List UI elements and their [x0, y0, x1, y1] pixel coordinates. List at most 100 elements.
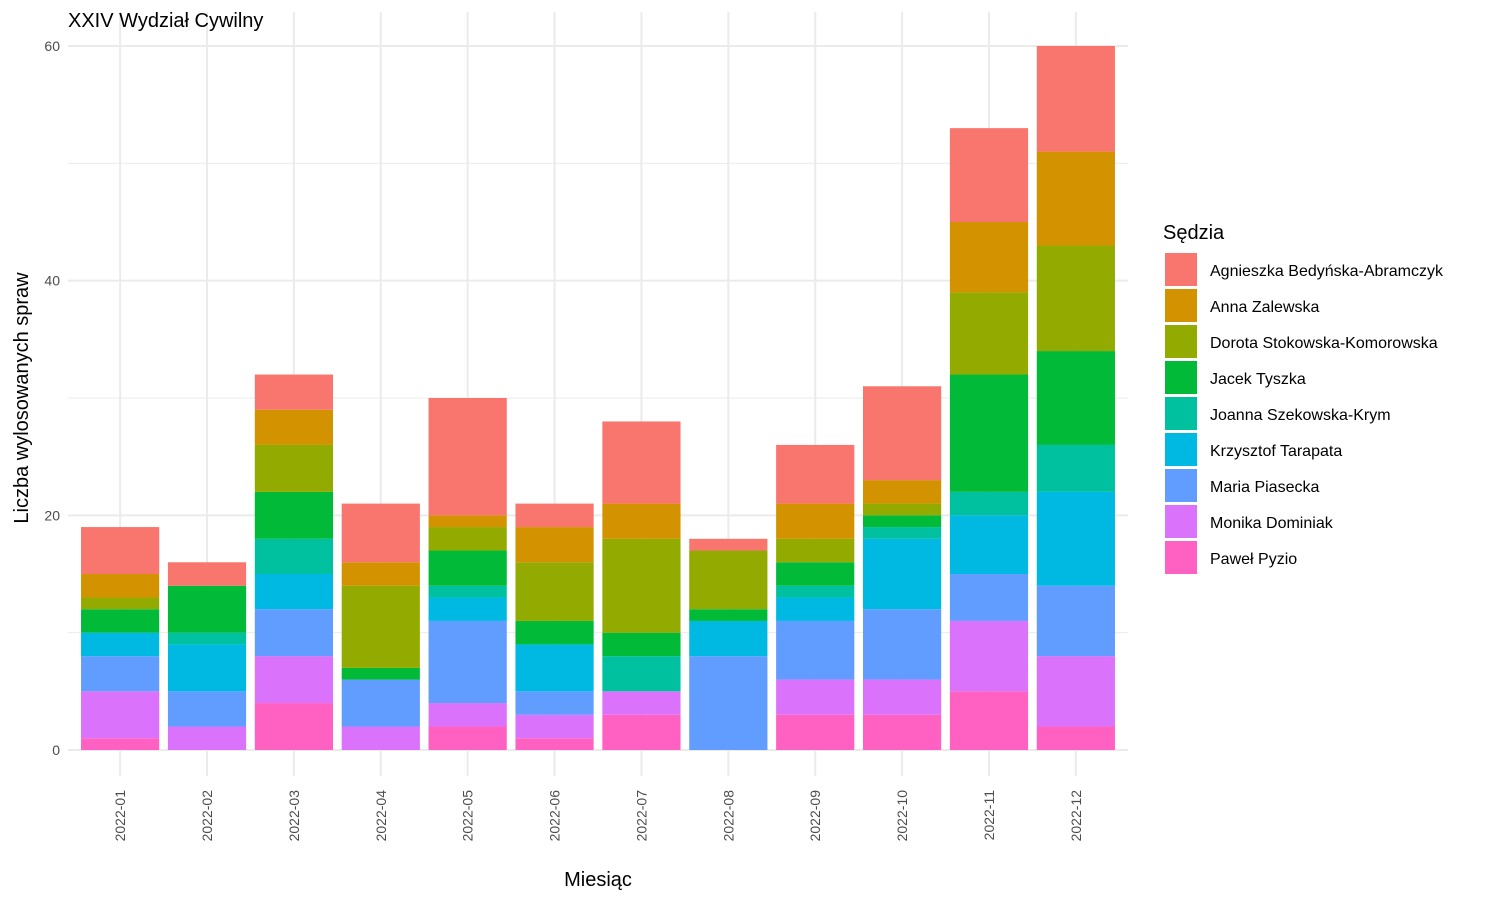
bar-segment: [167, 562, 247, 586]
legend-swatch: [1165, 325, 1197, 358]
bar-segment: [689, 620, 768, 657]
bar-segment: [776, 503, 855, 539]
x-tick-label: 2022-04: [373, 790, 389, 842]
bar-segment: [515, 620, 594, 645]
bar-segment: [949, 491, 1029, 516]
bars: [81, 46, 1115, 750]
legend-label: Agnieszka Bedyńska-Abramczyk: [1210, 263, 1444, 280]
legend-swatch: [1165, 289, 1197, 322]
bar-segment: [863, 538, 942, 610]
bar-segment: [428, 515, 507, 528]
bar-segment: [254, 538, 333, 574]
legend-swatch: [1165, 253, 1197, 286]
x-tick-label: 2022-09: [807, 790, 823, 842]
bar-segment: [776, 585, 855, 598]
bar-segment: [1036, 444, 1115, 492]
bar-segment: [254, 374, 333, 410]
bar-segment: [776, 538, 855, 563]
bar-segment: [341, 585, 420, 668]
bar-segment: [81, 527, 160, 574]
bar-segment: [428, 398, 507, 516]
bar-segment: [515, 691, 594, 715]
bar-segment: [863, 503, 942, 516]
bar-segment: [428, 620, 507, 704]
bar-segment: [949, 374, 1029, 492]
bar-segment: [689, 550, 768, 610]
bar-segment: [776, 679, 855, 715]
bar-segment: [863, 679, 942, 715]
bar-segment: [776, 562, 855, 586]
bar-segment: [167, 632, 247, 645]
legend-title: Sędzia: [1163, 222, 1225, 244]
bar-segment: [341, 679, 420, 727]
bar-segment: [254, 574, 333, 610]
bar-segment: [863, 527, 942, 539]
bar-segment: [81, 609, 160, 633]
x-tick-label: 2022-10: [894, 790, 910, 842]
y-tick-label: 60: [44, 38, 60, 54]
bar-segment: [254, 703, 333, 750]
bar-segment: [428, 597, 507, 621]
legend-label: Maria Piasecka: [1210, 479, 1319, 496]
bar-segment: [81, 738, 160, 750]
bar-segment: [81, 632, 160, 657]
legend-label: Monika Dominiak: [1210, 515, 1334, 532]
bar-segment: [428, 585, 507, 598]
bar-segment: [341, 726, 420, 750]
bar-segment: [1036, 245, 1115, 352]
bar-segment: [515, 503, 594, 528]
bar-segment: [863, 515, 942, 528]
bar-segment: [341, 667, 420, 680]
bar-segment: [167, 644, 247, 692]
bar-segment: [1036, 351, 1115, 445]
bar-segment: [1036, 491, 1115, 586]
bar-segment: [254, 409, 333, 445]
legend-swatch: [1165, 397, 1197, 430]
bar-segment: [602, 632, 681, 657]
legend-swatch: [1165, 505, 1197, 538]
legend-label: Paweł Pyzio: [1210, 551, 1297, 568]
x-axis-label: Miesiąc: [564, 869, 632, 891]
legend-swatch: [1165, 541, 1197, 574]
x-tick-label: 2022-08: [720, 790, 736, 842]
legend-label: Joanna Szekowska-Krym: [1210, 407, 1391, 424]
bar-segment: [81, 574, 160, 598]
bar-segment: [167, 691, 247, 727]
bar-segment: [949, 574, 1029, 621]
bar-segment: [949, 128, 1029, 222]
bar-segment: [1036, 656, 1115, 727]
bar-segment: [1036, 151, 1115, 246]
legend-swatch: [1165, 469, 1197, 502]
bar-segment: [1036, 46, 1115, 152]
bar-segment: [81, 656, 160, 692]
x-tick-label: 2022-12: [1068, 790, 1084, 842]
legend-swatch: [1165, 433, 1197, 466]
bar-segment: [254, 491, 333, 539]
bar-segment: [689, 609, 768, 621]
bar-segment: [949, 691, 1029, 750]
y-tick-label: 40: [44, 273, 60, 289]
bar-segment: [1036, 585, 1115, 657]
x-axis-ticks: 2022-01 2022-02 2022-03 2022-04 2022-05 2022-…: [112, 790, 1084, 842]
x-tick-label: 2022-01: [112, 790, 128, 842]
bar-segment: [428, 527, 507, 551]
bar-segment: [776, 714, 855, 750]
bar-segment: [515, 562, 594, 621]
bar-segment: [254, 656, 333, 704]
bar-segment: [776, 444, 855, 504]
bar-segment: [254, 444, 333, 492]
bar-segment: [515, 644, 594, 692]
legend-label: Krzysztof Tarapata: [1210, 443, 1342, 460]
x-tick-label: 2022-02: [199, 790, 215, 842]
bar-segment: [776, 620, 855, 680]
legend-swatch: [1165, 361, 1197, 394]
chart-title: XXIV Wydział Cywilny: [68, 10, 263, 32]
bar-segment: [515, 714, 594, 739]
bar-segment: [515, 738, 594, 750]
bar-segment: [81, 597, 160, 610]
legend: Sędzia Agnieszka Bedyńska-Abramczyk Anna …: [1163, 222, 1444, 574]
bar-segment: [515, 527, 594, 563]
bar-segment: [602, 691, 681, 715]
bar-segment: [1036, 726, 1115, 750]
